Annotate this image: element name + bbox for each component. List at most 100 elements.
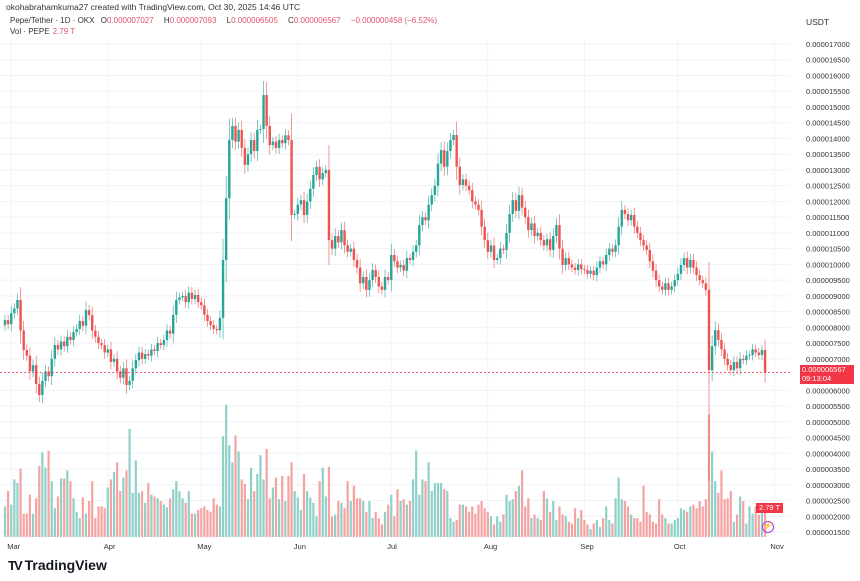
candle	[206, 309, 209, 327]
candle-body	[265, 95, 268, 126]
volume-bar	[605, 506, 608, 537]
volume-bar	[682, 510, 686, 537]
candle-body	[187, 292, 190, 303]
candle-body	[545, 239, 549, 246]
candle	[349, 243, 352, 257]
candle	[16, 293, 19, 315]
tradingview-logo: TV TradingView	[8, 557, 107, 573]
candle	[243, 139, 247, 174]
volume-bar	[147, 483, 150, 537]
volume-bar	[723, 499, 726, 537]
candle	[636, 220, 639, 239]
candle-body	[181, 295, 184, 298]
candle-body	[140, 352, 144, 359]
volume-bar	[50, 481, 53, 537]
candle-body	[94, 330, 97, 337]
candle	[112, 354, 116, 367]
low-label: L	[226, 16, 232, 25]
candle	[763, 339, 767, 383]
time-tick-label: Aug	[484, 542, 497, 551]
candle	[729, 359, 732, 376]
volume-bar	[399, 501, 402, 537]
candle	[119, 365, 122, 384]
candle	[386, 272, 390, 285]
candle-body	[583, 269, 586, 271]
candle-body	[69, 336, 72, 340]
volume-bar	[287, 475, 290, 537]
open-group: O0.000007027	[101, 16, 158, 25]
symbol-label[interactable]: Pepe/Tether · 1D · OKX	[10, 16, 95, 25]
candle	[41, 372, 44, 404]
candle	[91, 306, 94, 339]
volume-bar	[486, 511, 489, 537]
volume-bar	[664, 518, 667, 537]
candle-body	[159, 343, 162, 345]
candle	[318, 159, 321, 187]
price-tick-label: 0.000016500	[806, 56, 850, 65]
volume-label[interactable]: Vol · PEPE	[10, 27, 50, 36]
candle	[542, 234, 546, 251]
volume-bar	[116, 462, 119, 537]
volume-bar	[41, 452, 44, 537]
volume-bar	[408, 501, 412, 537]
volume-bar	[296, 497, 299, 537]
volume-bar	[711, 451, 714, 537]
high-label: H	[163, 16, 170, 25]
volume-bar	[698, 501, 701, 537]
candle	[695, 261, 698, 282]
volume-bar	[489, 516, 493, 537]
candle-body	[561, 248, 564, 266]
logo-text: TradingView	[24, 557, 107, 573]
candle-body	[464, 179, 468, 186]
volume-bar	[28, 494, 32, 537]
candle	[514, 193, 518, 218]
candle	[333, 228, 337, 257]
candle	[418, 215, 421, 256]
price-axis[interactable]	[790, 0, 860, 540]
candle	[614, 239, 617, 258]
candle-body	[502, 248, 505, 250]
price-tick-label: 0.000016000	[806, 71, 850, 80]
candle	[604, 248, 608, 271]
candle	[661, 281, 664, 295]
candle-body	[362, 276, 365, 284]
candle-body	[483, 226, 486, 241]
candle-body	[253, 140, 256, 152]
candle	[281, 135, 284, 148]
volume-bar	[601, 518, 605, 537]
currency-unit[interactable]: USDT	[806, 17, 830, 27]
volume-bar	[150, 494, 153, 537]
candle	[732, 355, 736, 377]
time-tick-label: Nov	[770, 542, 784, 551]
candle-body	[461, 179, 465, 186]
candle	[253, 132, 256, 159]
volume-bar	[692, 504, 695, 537]
volume-bar	[281, 475, 284, 537]
candle-body	[477, 204, 480, 210]
candle	[147, 349, 150, 360]
candle	[25, 344, 29, 362]
lightning-icon[interactable]: ⚡	[762, 521, 774, 533]
volume-series	[3, 404, 767, 537]
volume-bar	[564, 516, 567, 537]
candle-body	[499, 248, 502, 259]
volume-bar	[542, 491, 545, 537]
low-value: 0.000006505	[231, 16, 278, 25]
volume-bar	[284, 501, 287, 537]
candle	[22, 320, 25, 360]
candle-body	[567, 258, 571, 265]
candle-body	[106, 349, 109, 353]
candle	[159, 338, 162, 350]
candle	[639, 226, 642, 247]
volume-bar	[748, 506, 751, 537]
candle	[190, 287, 194, 305]
volume-bar	[440, 483, 443, 537]
candle-body	[548, 239, 552, 250]
candle	[629, 209, 633, 226]
volume-bar	[231, 462, 234, 537]
candle	[249, 131, 253, 163]
volume-bar	[184, 502, 187, 537]
candle-body	[527, 217, 530, 231]
candle-body	[196, 294, 200, 303]
